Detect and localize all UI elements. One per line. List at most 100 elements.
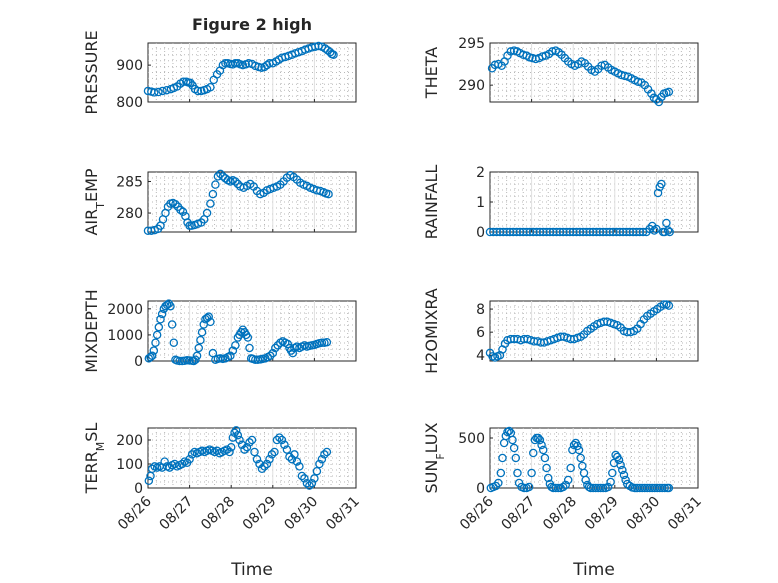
data-point [563,475,573,485]
data-point [537,440,546,450]
data-point [187,450,197,459]
data-point [608,468,617,478]
subplot-1: 800 900 PRESSURE [82,30,357,115]
y-tick-label: 280 [116,206,143,222]
data-point [213,172,223,181]
data-point [638,227,648,237]
y-tick-label: 0 [476,225,485,241]
data-point [553,483,563,493]
y-axis-label: AIRTEMP [82,168,107,235]
data-point [245,343,254,353]
x-tick-label: 08/30 [623,494,663,534]
y-tick-label: 0 [134,481,143,497]
data-point [149,346,159,355]
data-point [204,312,213,321]
data-point [268,348,278,358]
data-point [566,463,575,473]
data-point [176,205,185,215]
data-point [598,483,608,493]
data-point [519,483,529,493]
data-point [312,466,322,476]
subplot-5: 0 1000 2000 MIXDEPTH [82,289,357,373]
data-point [574,445,584,455]
data-point [257,464,267,474]
data-point [247,435,257,445]
data-point [290,450,299,459]
x-tick-label: 08/30 [281,494,321,534]
data-point [282,445,292,454]
data-point [283,339,293,349]
x-tick-label: 08/26 [457,493,497,533]
data-point [144,476,154,486]
data-point [663,226,673,235]
data-point [267,450,277,459]
data-point [231,426,241,435]
data-point [534,433,543,443]
y-label-subscript: T [94,202,107,210]
subplot-7: 0 100 200 08/26 08/27 08/28 08/29 08/30 08/31 TER… [82,423,363,534]
data-point [307,478,317,488]
data-point [154,322,164,332]
y-tick-label: 0 [134,354,143,370]
y-tick-label: 1 [476,195,485,211]
y-tick-label: 1000 [107,328,143,344]
data-point [509,443,519,453]
data-point [650,226,659,235]
data-point [664,483,674,493]
data-point [324,189,333,199]
data-point [657,179,666,189]
data-point [262,459,272,469]
data-point [548,47,557,56]
data-point [191,355,200,364]
data-point [167,320,177,329]
data-point [226,442,236,452]
data-point [262,60,272,70]
data-point [206,83,215,92]
data-point [576,453,585,463]
x-tick-label: 08/27 [499,494,539,534]
data-point [540,453,550,463]
data-point [504,426,514,436]
data-point [192,351,202,361]
data-point [233,430,243,440]
subplot-3: 280 285 AIRTEMP [82,168,357,236]
data-point [146,352,155,362]
data-point [252,454,262,464]
data-point [143,86,153,96]
data-point [194,343,204,353]
y-tick-label: 200 [116,433,143,449]
data-point [621,475,630,485]
x-tick-label: 08/28 [198,494,238,534]
data-point [243,333,253,342]
y-axis-label: TERRMSL [82,423,107,495]
data-point [320,450,329,459]
data-point [226,351,235,361]
data-point [322,337,332,347]
data-point [508,435,517,445]
data-point [228,346,238,355]
data-point [151,338,160,347]
data-point [206,317,215,327]
y-axis-label: SUNFLUX [422,422,447,493]
data-point [633,77,643,87]
data-point [659,300,669,309]
data-point [270,447,279,457]
data-point [287,454,297,464]
data-point [302,478,312,488]
data-point [231,341,240,350]
y-label-subscript: F [434,453,447,459]
data-point [317,454,327,464]
data-point [169,338,179,347]
y-tick-label: 500 [458,431,485,447]
data-point [288,348,298,358]
y-tick-label: 0 [476,481,485,497]
y-axis-label: PRESSURE [82,30,101,114]
data-point [225,447,234,457]
data-point [616,460,625,470]
data-point [497,61,506,71]
data-point [496,468,506,478]
data-point [297,471,307,481]
data-point [647,89,656,98]
data-point [619,470,629,480]
